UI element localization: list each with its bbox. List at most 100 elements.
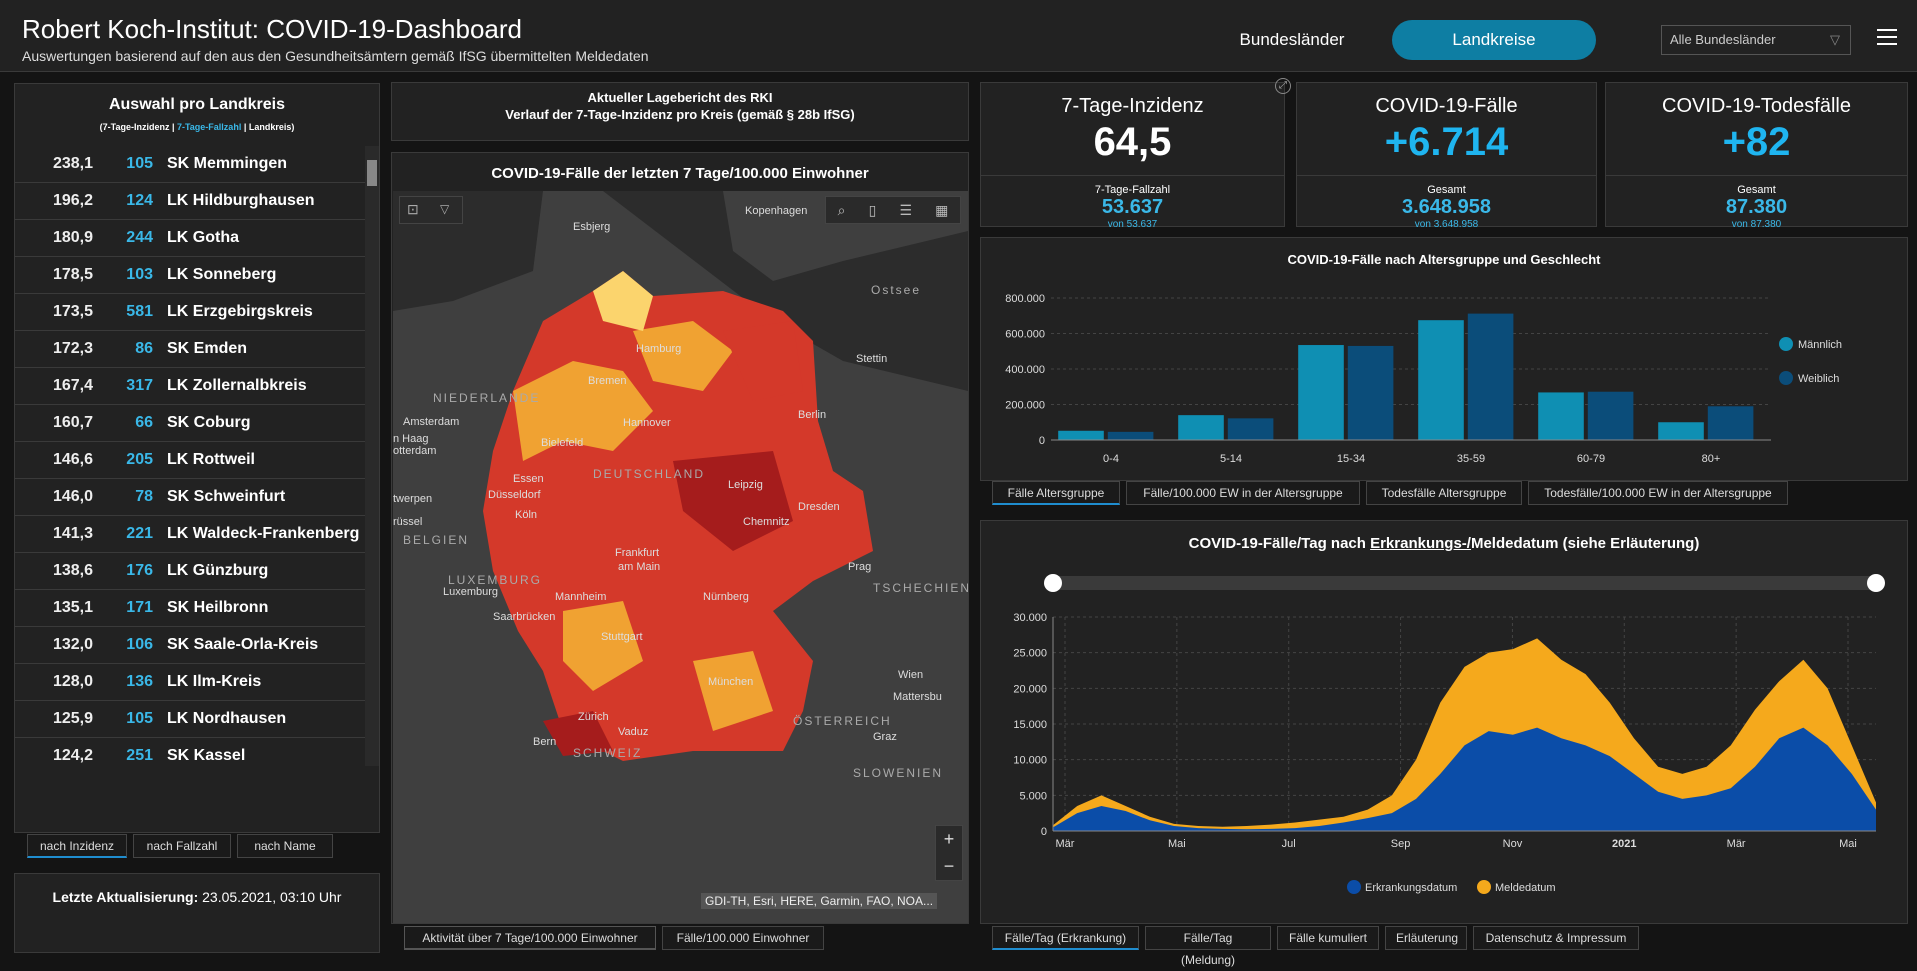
row-incidence: 238,1 — [52, 155, 93, 172]
daily-chart-tab[interactable]: Fälle kumuliert — [1277, 926, 1379, 950]
time-slider-handle[interactable] — [1867, 574, 1885, 592]
tab-aktivitaet[interactable]: Aktivität über 7 Tage/100.000 Einwohner — [404, 926, 656, 950]
district-row[interactable]: 135,1 171 SK Heilbronn — [15, 590, 365, 627]
daily-chart-svg: 0 5.000 10.000 15.000 20.000 25.000 30.000 Mär M… — [1013, 574, 1885, 894]
basemap-gallery-icon[interactable]: ▦ — [935, 201, 949, 218]
time-slider-handle[interactable] — [1044, 574, 1062, 592]
district-row[interactable]: 141,3 221 LK Waldeck-Frankenberg — [15, 516, 365, 553]
daily-chart-tab[interactable]: Fälle/Tag (Erkrankung) — [992, 926, 1139, 950]
y-tick-label: 200.000 — [1005, 400, 1045, 412]
daily-title-link[interactable]: Erkrankungs-/ — [1370, 535, 1471, 552]
bar[interactable] — [1227, 418, 1274, 440]
x-tick-label: 80+ — [1702, 453, 1721, 465]
bar[interactable] — [1707, 406, 1754, 440]
zoom-in-button[interactable]: + — [943, 829, 955, 849]
chevron-down-icon[interactable]: ▽ — [440, 202, 450, 216]
map-place-label: Köln — [515, 509, 538, 521]
map-place-label: Bremen — [588, 375, 627, 387]
district-row[interactable]: 128,0 136 LK Ilm-Kreis — [15, 664, 365, 701]
daily-chart-panel: COVID-19-Fälle/Tag nach Erkrankungs-/Mel… — [980, 520, 1908, 924]
district-row[interactable]: 138,6 176 LK Günzburg — [15, 553, 365, 590]
row-incidence: 125,9 — [52, 710, 93, 727]
list-scrollbar[interactable] — [365, 146, 379, 766]
bundeslaender-button[interactable]: Bundesländer — [1239, 30, 1345, 49]
district-row[interactable]: 132,0 106 SK Saale-Orla-Kreis — [15, 627, 365, 664]
district-row[interactable]: 173,5 581 LK Erzgebirgskreis — [15, 294, 365, 331]
district-list-panel: Auswahl pro Landkreis (7-Tage-Inzidenz |… — [14, 83, 380, 833]
area-series-meldung[interactable] — [1053, 638, 1876, 831]
map-attribution[interactable]: GDI-TH, Esri, HERE, Garmin, FAO, NOA... — [701, 893, 938, 909]
menu-icon[interactable] — [1877, 29, 1897, 45]
bar[interactable] — [1418, 320, 1464, 440]
district-row[interactable]: 146,6 205 LK Rottweil — [15, 442, 365, 479]
row-cases: 103 — [126, 266, 153, 283]
tab-nach-name[interactable]: nach Name — [237, 834, 333, 858]
search-icon[interactable]: ⌕ — [837, 201, 846, 218]
district-row[interactable]: 172,3 86 SK Emden — [15, 331, 365, 368]
map-toolbar: ⌕ ▯ ☰ ▦ — [825, 196, 961, 224]
map-select-tool[interactable]: ⊡ ▽ — [399, 196, 463, 224]
map-place-label: Esbjerg — [573, 221, 611, 233]
report-link-panel[interactable]: Aktueller Lagebericht des RKI Verlauf de… — [391, 82, 969, 141]
kpi-sub-value: 87.380 — [1725, 196, 1788, 218]
bar[interactable] — [1587, 391, 1634, 440]
expand-icon[interactable]: ⤢ — [1275, 78, 1291, 94]
district-row[interactable]: 160,7 66 SK Coburg — [15, 405, 365, 442]
legend-swatch — [1347, 880, 1361, 894]
tab-nach-fallzahl[interactable]: nach Fallzahl — [133, 834, 231, 858]
bar[interactable] — [1467, 313, 1514, 440]
bar[interactable] — [1538, 392, 1584, 440]
bar[interactable] — [1347, 345, 1394, 440]
bookmark-icon[interactable]: ▯ — [868, 201, 877, 218]
row-incidence: 173,5 — [52, 303, 93, 320]
bar[interactable] — [1107, 431, 1154, 440]
map-place-label: Bielefeld — [541, 437, 584, 449]
district-row[interactable]: 167,4 317 LK Zollernalbkreis — [15, 368, 365, 405]
age-chart-tab[interactable]: Todesfälle Altersgruppe — [1366, 481, 1522, 505]
district-row[interactable]: 125,9 105 LK Nordhausen — [15, 701, 365, 738]
district-row[interactable]: 124,2 251 SK Kassel — [15, 738, 365, 766]
map-place-label: BELGIEN — [403, 533, 470, 547]
legend-list-icon[interactable]: ☰ — [899, 201, 913, 218]
time-slider-track[interactable] — [1053, 576, 1876, 590]
map-region-east — [673, 451, 793, 551]
kpi-sub-note: von 53.637 — [1107, 219, 1158, 230]
x-tick-label: 15-34 — [1337, 453, 1365, 465]
zoom-out-button[interactable]: − — [943, 856, 955, 876]
bar[interactable] — [1298, 345, 1344, 440]
row-district-name: LK Erzgebirgskreis — [167, 303, 313, 320]
x-tick-label: Jul — [1282, 838, 1296, 850]
district-row[interactable]: 238,1 105 SK Memmingen — [15, 146, 365, 183]
map-place-label: Leipzig — [728, 479, 763, 491]
map-place-label: Stuttgart — [601, 631, 643, 643]
map-place-label: Graz — [873, 731, 897, 743]
age-chart-tab[interactable]: Fälle Altersgruppe — [992, 481, 1120, 505]
area-series-erkrankung[interactable] — [1053, 727, 1876, 831]
scroll-thumb[interactable] — [367, 160, 377, 186]
tab-nach-inzidenz[interactable]: nach Inzidenz — [27, 834, 127, 858]
daily-chart-tab[interactable]: Erläuterung — [1385, 926, 1467, 950]
age-chart-tab[interactable]: Fälle/100.000 EW in der Altersgruppe — [1126, 481, 1360, 505]
age-chart-tab[interactable]: Todesfälle/100.000 EW in der Altersgrupp… — [1528, 481, 1788, 505]
bar[interactable] — [1658, 422, 1704, 440]
map-place-label: n Haag — [393, 433, 429, 445]
y-tick-label: 30.000 — [1013, 612, 1047, 624]
map-canvas[interactable]: ⊡ ▽ ⌕ ▯ ☰ ▦ + − GDI-TH, Esri, HERE, Garmin, F… — [393, 191, 968, 923]
district-row[interactable]: 180,9 244 LK Gotha — [15, 220, 365, 257]
daily-chart-tab[interactable]: Datenschutz & Impressum — [1473, 926, 1639, 950]
kpi-sub-label: 7-Tage-Fallzahl — [981, 175, 1284, 196]
map-place-label: Mannheim — [555, 591, 607, 603]
landkreise-button[interactable]: Landkreise — [1392, 20, 1596, 60]
district-row[interactable]: 146,0 78 SK Schweinfurt — [15, 479, 365, 516]
bar[interactable] — [1058, 430, 1104, 440]
bar[interactable] — [1178, 415, 1224, 440]
select-tool-icon[interactable]: ⊡ — [407, 201, 419, 217]
map-place-label: ÖSTERREICH — [793, 714, 892, 728]
row-district-name: LK Nordhausen — [167, 710, 287, 727]
bundesland-select[interactable]: Alle Bundesländer ▽ — [1661, 25, 1851, 55]
district-row[interactable]: 196,2 124 LK Hildburghausen — [15, 183, 365, 220]
daily-chart-tab[interactable]: Fälle/Tag (Meldung) — [1145, 926, 1271, 967]
district-row[interactable]: 178,5 103 LK Sonneberg — [15, 257, 365, 294]
map-place-label: NIEDERLANDE — [433, 391, 541, 405]
tab-faelle-100000[interactable]: Fälle/100.000 Einwohner — [662, 926, 824, 950]
